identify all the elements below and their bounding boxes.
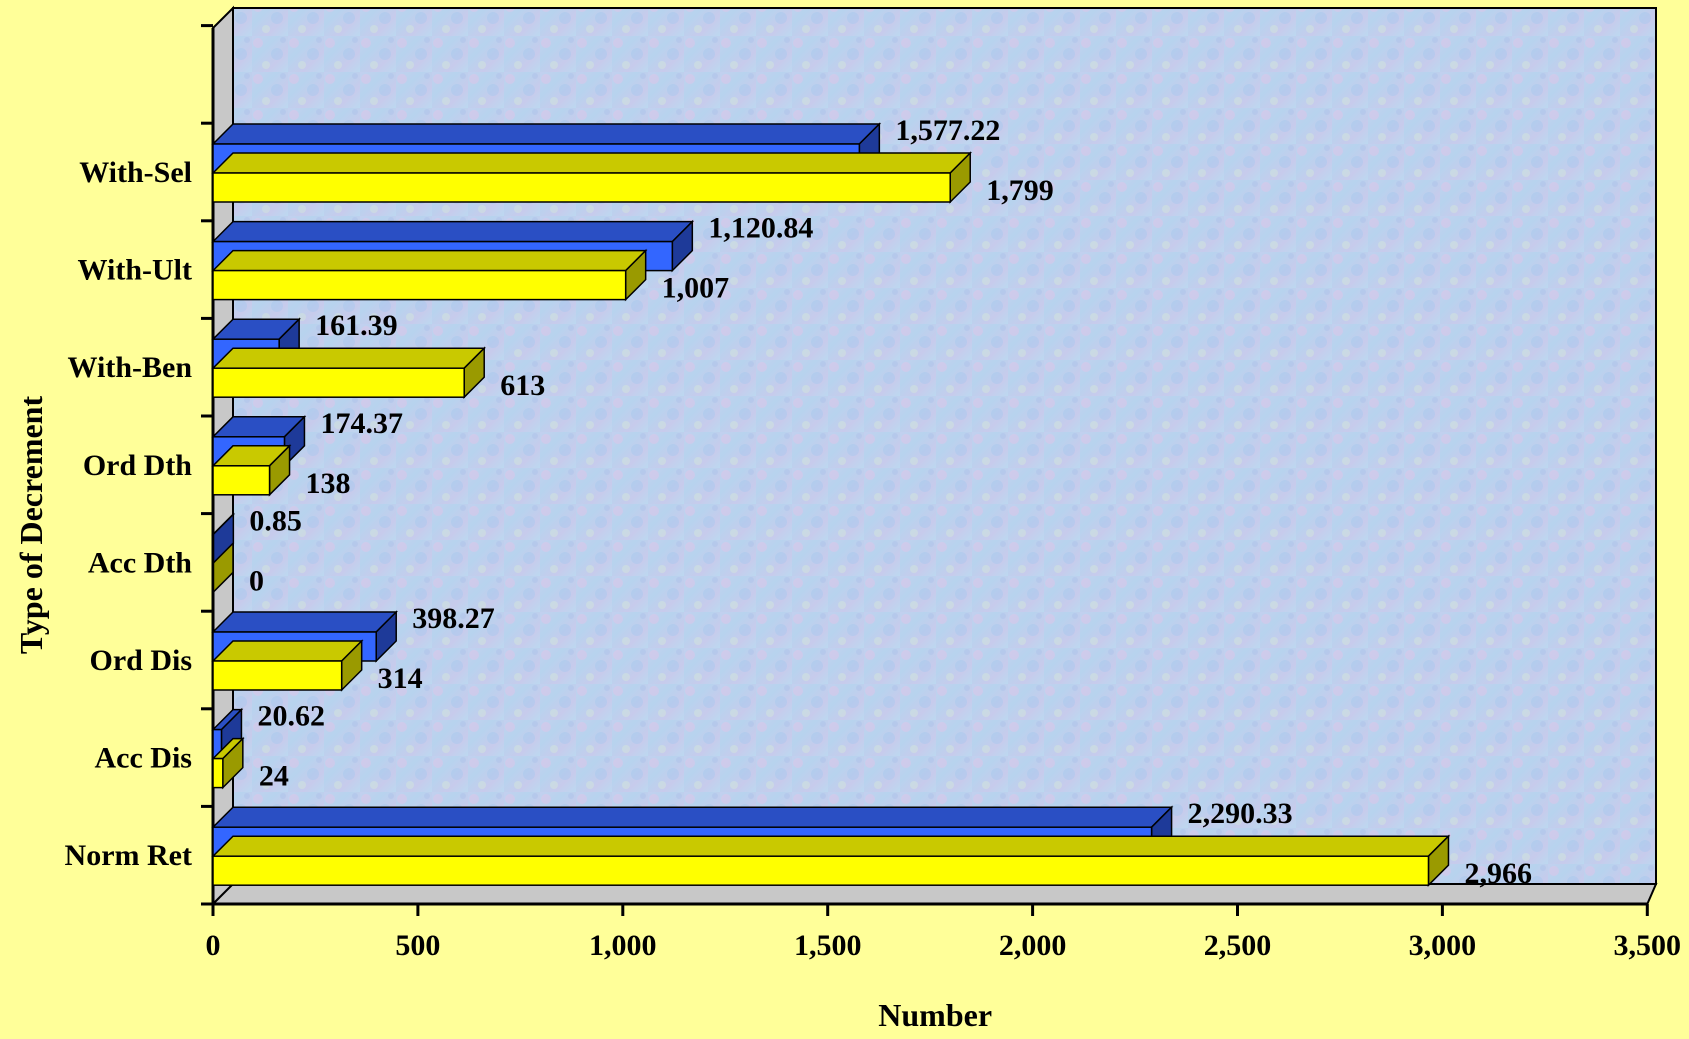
x-tick-label: 2,000 [999,929,1067,962]
data-label: 1,120.84 [708,212,813,245]
bar-top-face [211,835,1451,857]
data-label: 20.62 [257,700,325,733]
data-label: 314 [378,662,423,695]
bar-top-face [211,123,882,145]
bar-series-2 [211,443,292,497]
category-label: Acc Dth [88,546,192,579]
data-label: 138 [306,467,351,500]
x-tick-label: 0 [206,929,221,962]
bar-front-face [212,562,215,594]
x-tick-label: 3,000 [1409,929,1477,962]
bar-front-face [212,855,1430,886]
data-label: 24 [259,760,289,793]
bar-front-face [212,269,627,301]
data-label: 0 [249,564,264,597]
bar-top-face [211,152,973,174]
data-label: 398.27 [412,602,495,635]
data-label: 2,290.33 [1188,797,1293,830]
bar-top-face [211,640,364,662]
data-label: 1,577.22 [895,114,1000,147]
bar-top-face [211,220,695,243]
data-label: 613 [500,369,545,402]
bar-series-2 [211,834,1451,888]
data-label: 2,966 [1464,857,1532,890]
bar-top-face [211,611,399,633]
data-label: 161.39 [315,309,398,342]
bar-series-2 [211,639,364,692]
category-label: Norm Ret [65,839,192,872]
data-label: 1,799 [986,174,1054,207]
category-label: With-Ben [68,351,193,384]
data-label: 1,007 [662,272,730,305]
category-label: With-Ult [78,254,192,287]
floor [210,883,1658,905]
bar-series-2 [211,248,648,302]
bar-front-face [212,533,215,565]
bar-series-2 [211,736,245,790]
y-axis-title: Type of Decrement [13,396,49,655]
x-tick-label: 1,000 [589,929,657,962]
category-label: With-Sel [79,156,192,189]
bar-top-face [211,347,487,369]
category-label: Ord Dis [89,644,192,677]
category-label: Acc Dis [95,742,192,775]
bar-top-face [211,806,1174,828]
bar-front-face [212,367,465,398]
category-label: Ord Dth [83,449,192,482]
data-label: 174.37 [320,407,403,440]
x-tick-label: 2,500 [1204,929,1272,962]
bar-front-face [212,660,343,691]
bar-front-face [212,172,951,203]
x-tick-label: 500 [395,929,440,962]
bar-series-2 [211,151,973,204]
x-tick-label: 3,500 [1614,929,1682,962]
x-axis-title: Number [878,997,992,1033]
data-label: 0.85 [249,504,302,537]
bar-series-2 [211,346,487,400]
bar-front-face [212,465,271,496]
x-tick-label: 1,500 [794,929,862,962]
bar-top-face [211,249,648,272]
bar-series-2 [212,541,234,595]
bar-front-face [212,757,224,789]
